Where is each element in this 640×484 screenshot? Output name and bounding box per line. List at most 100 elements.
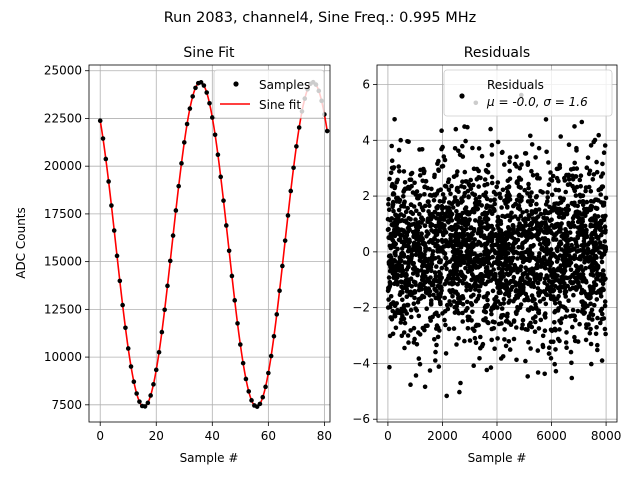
residual-point [569, 375, 575, 381]
residual-point [443, 256, 449, 261]
residual-point [572, 203, 578, 208]
residuals-xtick-label: 4000 [482, 429, 513, 443]
residual-point [431, 198, 437, 203]
residual-point [443, 262, 448, 268]
residual-point [464, 299, 470, 305]
residual-point [602, 303, 608, 309]
sine-fit-ytick-label: 17500 [44, 207, 82, 221]
residual-point [405, 277, 411, 282]
residual-point [569, 360, 574, 366]
residual-point [533, 257, 539, 262]
residual-point [470, 264, 476, 269]
residual-point [588, 222, 594, 227]
residual-point [406, 281, 412, 286]
residual-point [600, 311, 605, 317]
residual-point [515, 205, 521, 211]
residual-point [419, 268, 424, 273]
residual-point [433, 358, 438, 363]
residual-point [499, 321, 504, 326]
sample-point [238, 342, 243, 347]
residual-point [506, 293, 512, 299]
residual-point [462, 222, 468, 228]
residual-point [463, 205, 469, 210]
residual-point [391, 243, 397, 248]
residual-point [398, 320, 404, 325]
residual-point [600, 161, 605, 167]
sample-point [296, 125, 302, 130]
residual-point [484, 367, 490, 373]
residual-point [484, 304, 490, 309]
sample-point [277, 288, 282, 294]
residual-point [589, 263, 595, 269]
residual-point [409, 222, 415, 227]
residual-point [406, 247, 412, 252]
residual-point [527, 277, 532, 283]
residual-point [504, 318, 510, 324]
residual-point [457, 213, 463, 218]
residual-point [427, 212, 433, 217]
residual-point [427, 289, 433, 294]
residual-point [386, 275, 392, 280]
residual-point [511, 245, 516, 251]
residual-point [454, 209, 459, 214]
residual-point [443, 205, 449, 210]
residual-point [500, 354, 506, 359]
residual-point [460, 216, 466, 222]
residual-point [450, 244, 455, 250]
residual-point [476, 288, 482, 294]
residual-point [596, 220, 602, 226]
residual-point [594, 169, 600, 175]
residual-point [488, 365, 494, 370]
residual-point [489, 239, 495, 244]
residual-point [386, 202, 391, 207]
residual-point [528, 133, 533, 139]
residual-point [594, 234, 599, 240]
sample-point [268, 353, 274, 359]
residual-point [444, 302, 450, 308]
residual-point [534, 220, 539, 225]
residual-point [417, 224, 423, 230]
residual-point [533, 210, 539, 215]
residual-point [562, 175, 567, 181]
residual-point [457, 278, 463, 284]
residual-point [425, 199, 431, 204]
residual-point [433, 295, 439, 301]
residual-point [431, 192, 437, 197]
residual-point [401, 330, 407, 335]
sample-point [97, 118, 103, 123]
residual-point [495, 299, 501, 304]
residual-point [594, 325, 599, 330]
residual-point [490, 254, 496, 260]
residual-point [517, 166, 523, 171]
residual-point [455, 169, 460, 174]
residual-point [391, 191, 397, 197]
residual-point [479, 219, 484, 225]
residual-point [577, 210, 582, 215]
residual-point [487, 204, 492, 209]
residual-point [500, 187, 506, 193]
residual-point [487, 249, 493, 254]
residual-point [489, 243, 494, 249]
residual-point [406, 264, 411, 270]
residual-point [458, 380, 463, 386]
residual-point [408, 202, 414, 207]
residual-point [442, 157, 448, 163]
residual-point [386, 287, 391, 292]
residual-point [536, 293, 542, 298]
residual-point [587, 168, 593, 174]
sine-fit-xtick-label: 0 [96, 429, 104, 443]
residual-point [566, 298, 571, 304]
residual-point [557, 338, 562, 344]
residual-point [522, 271, 528, 276]
residual-point [523, 216, 528, 221]
residual-point [491, 267, 497, 272]
sample-point [128, 364, 134, 369]
residual-point [543, 202, 549, 207]
residual-point [577, 284, 583, 289]
sample-point [215, 152, 221, 157]
residual-point [570, 307, 576, 313]
residual-point [568, 267, 574, 273]
residual-point [518, 185, 523, 190]
residual-point [517, 284, 523, 290]
residual-point [591, 199, 596, 204]
